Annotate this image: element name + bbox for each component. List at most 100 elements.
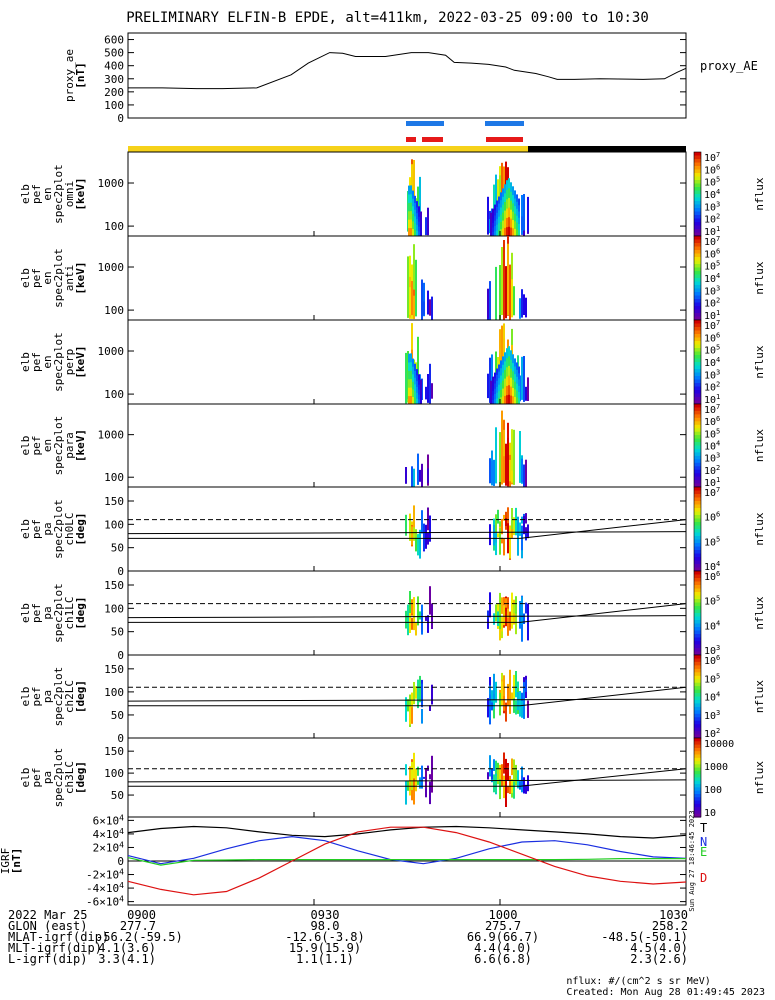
spectrogram-cell (525, 679, 527, 692)
spectrogram-cell (407, 604, 409, 636)
colorbar-step (694, 641, 701, 646)
spectrogram-cell (504, 395, 506, 405)
colorbar-step (694, 473, 701, 478)
panel-ylabel: spec2plot (52, 332, 65, 392)
spectrogram-cell (516, 194, 518, 202)
spectrogram-cell (497, 533, 499, 538)
spectrogram-cell (410, 361, 412, 371)
colorbar-step (694, 316, 701, 321)
spectrogram-cell (512, 219, 514, 229)
spectrogram-cell (429, 774, 431, 780)
spectrogram-cell (502, 188, 504, 197)
spectrogram-cell (514, 358, 516, 367)
spectrogram-cell (492, 231, 494, 237)
spectrogram-cell (512, 186, 514, 196)
footer-l-1030: 2.3(2.6) (630, 952, 688, 966)
panel-ylabel: pef (30, 519, 43, 539)
igrf-ytick-label: -4×104 (86, 881, 124, 895)
spectrogram-cell (513, 286, 515, 316)
spectrogram-cell (420, 231, 422, 237)
colorbar-step (694, 494, 701, 499)
spectrogram-cell (413, 519, 415, 541)
footer-col-0930: 0930 98.0 -12.6(-3.8) 15.9(15.9) 1.1(1.1… (270, 909, 380, 965)
spectrogram-cell (504, 192, 506, 202)
spectrogram-cell (518, 366, 520, 374)
spectrogram-cell (505, 776, 507, 807)
spectrogram-cell (490, 392, 492, 397)
spectrogram-panel-frame (127, 654, 687, 739)
spectrogram-cell (496, 230, 498, 237)
colorbar-step (694, 435, 701, 440)
spectrogram-cell (418, 231, 420, 237)
spectrogram-cell (494, 372, 496, 379)
colorbar-step (694, 288, 701, 293)
colorbar-step (694, 397, 701, 402)
footer-mlt-label: MLT-igrf(dip) (8, 941, 102, 955)
spectrogram-cell (503, 775, 505, 799)
spectrogram-cell (431, 383, 433, 399)
colorbar-tick-label: 107 (704, 486, 720, 499)
spectrogram-cell (525, 513, 527, 524)
colorbar-step (694, 407, 701, 412)
colorbar-step (694, 497, 701, 502)
spectrogram-cell (511, 470, 513, 483)
spectrogram-cell (499, 789, 501, 800)
spectrogram-cell (514, 366, 516, 375)
colorbar-step (694, 480, 701, 485)
igrf-line-E (127, 857, 686, 866)
colorbar-step (694, 204, 701, 209)
footer-glon-0900: 277.7 (119, 919, 156, 933)
spectrogram-cell (499, 528, 501, 539)
colorbar-step (694, 741, 701, 746)
spectrogram-cell (495, 775, 497, 794)
colorbar-step (694, 627, 701, 632)
panel-ylabel: ch1LC (63, 596, 76, 629)
ytick-label: 100 (104, 388, 124, 401)
footer-col-1030: 1030 258.2 -48.5(-50.1) 4.5(4.0) 2.3(2.6… (600, 909, 688, 966)
spectrogram-cell (491, 702, 493, 711)
colorbar-step (694, 281, 701, 286)
spectrogram-cell (506, 376, 508, 386)
spectrogram-cell (490, 228, 492, 233)
spectrogram-cell (518, 372, 520, 380)
spectrogram-cell (518, 217, 520, 224)
panel-ylabel: [deg] (74, 512, 87, 545)
collection-bar (422, 137, 443, 142)
colorbar-step (694, 794, 701, 798)
spectrogram-cell (487, 288, 489, 319)
orbit-day-bar (128, 146, 530, 152)
spectrogram-cell (523, 516, 525, 535)
spectrogram-cell (518, 229, 520, 237)
spectrogram-cell (513, 674, 515, 690)
spectrogram-cell (509, 459, 511, 482)
spectrogram-cell (416, 201, 418, 208)
colorbar-tick-label: 104 (704, 188, 720, 201)
colorbar-step (694, 365, 701, 370)
spectrogram-cell (425, 217, 427, 236)
spectrogram-cell (521, 624, 523, 642)
spectrogram-cell (507, 607, 509, 629)
spectrogram-cell (414, 390, 416, 398)
spectrogram-cell (411, 617, 413, 630)
spectrogram-cell (418, 221, 420, 227)
spectrogram-cell (427, 507, 429, 522)
ytick-label: 100 (104, 471, 124, 484)
panel-ylabel: elb (19, 268, 32, 288)
colorbar-step (694, 155, 701, 160)
field-aligned-line (127, 779, 687, 783)
spectrogram-cell (513, 776, 515, 799)
field-aligned-line (127, 615, 687, 619)
spectrogram-cell (506, 226, 508, 237)
spectrogram-cell (423, 523, 425, 551)
spectrogram-cell (503, 752, 505, 774)
colorbar-step (694, 393, 701, 398)
igrf-legend-E: E (700, 845, 707, 859)
spectrogram-cell (415, 622, 417, 636)
colorbar-tick-label: 105 (704, 344, 720, 357)
colorbar-step (694, 487, 701, 492)
colorbar-tick-label: 100 (704, 785, 722, 796)
colorbar-step (694, 546, 701, 551)
spectrogram-cell (525, 527, 527, 536)
colorbar-step (694, 225, 701, 230)
spectrogram-cell (417, 766, 419, 776)
